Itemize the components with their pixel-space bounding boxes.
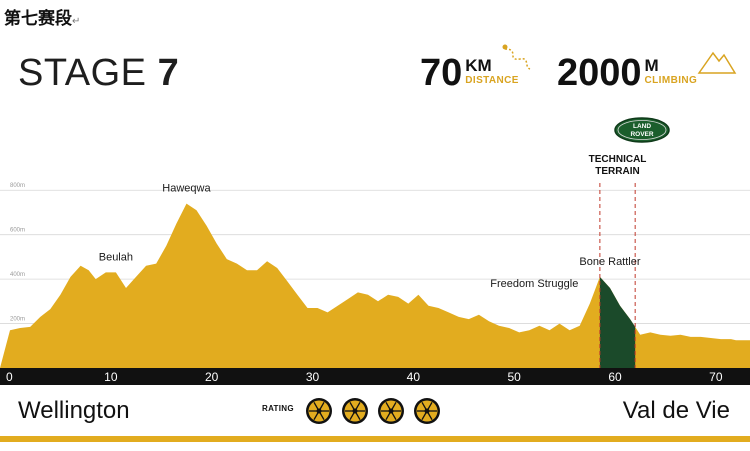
elevation-area (0, 203, 750, 368)
rating-wheel-icon (306, 398, 332, 424)
start-town: Wellington (18, 397, 130, 424)
climbing-unit: M (644, 56, 659, 75)
sponsor-badge: LAND ROVER (613, 116, 671, 149)
x-tick-label-70: 70 (709, 370, 723, 384)
sponsor-line2: ROVER (630, 131, 653, 138)
wheel-hub (424, 408, 430, 414)
x-tick-label-30: 30 (306, 370, 320, 384)
peak-label: Beulah (99, 251, 133, 263)
distance-label: DISTANCE (465, 75, 519, 86)
y-tick-label-400: 400m (10, 272, 25, 278)
climbing-value: 2000 (557, 52, 642, 94)
mountain-icon (697, 51, 737, 74)
technical-terrain-area (599, 276, 636, 368)
route-icon (502, 44, 531, 70)
wheel-hub (316, 408, 322, 414)
stage-title: STAGE 7 (18, 52, 179, 95)
wheel-hub (388, 408, 394, 414)
stage-number: 7 (157, 52, 180, 94)
return-mark-icon: ↵ (72, 16, 81, 27)
x-tick-label-50: 50 (507, 370, 521, 384)
climbing-stat: 2000 M CLIMBING (557, 51, 737, 94)
stage-word: STAGE (18, 52, 147, 94)
distance-axis-ticks: 0 10 20 30 40 50 60 70 (6, 370, 723, 384)
technical-terrain-label-line2: TERRAIN (595, 166, 639, 177)
sponsor-line1: LAND (633, 123, 651, 130)
peak-label: Haweqwa (162, 183, 211, 195)
x-tick-label-10: 10 (104, 370, 118, 384)
finish-town: Val de Vie (622, 397, 730, 424)
difficulty-rating (306, 398, 440, 424)
rating-wheel-icon (414, 398, 440, 424)
document-heading: 第七赛段↵ (4, 9, 81, 29)
y-tick-label-600: 600m (10, 228, 25, 234)
x-tick-label-0: 0 (6, 370, 13, 384)
bottom-strip (0, 436, 750, 442)
rating-wheel-icon (378, 398, 404, 424)
wheel-hub (352, 408, 358, 414)
y-tick-label-800: 800m (10, 183, 25, 189)
distance-unit: KM (465, 56, 492, 75)
distance-value: 70 (420, 52, 463, 94)
technical-terrain-label-line1: TECHNICAL (589, 154, 647, 165)
sponsor-logo-icon: LAND ROVER (614, 117, 670, 143)
y-tick-label-200: 200m (10, 317, 25, 323)
peak-label: Bone Rattler (579, 256, 640, 268)
x-tick-label-60: 60 (608, 370, 622, 384)
distance-stat: 70 KM DISTANCE (420, 44, 531, 94)
climbing-label: CLIMBING (644, 75, 698, 86)
x-tick-label-40: 40 (407, 370, 421, 384)
peak-label: Freedom Struggle (490, 278, 578, 290)
distance-axis-bar (0, 368, 750, 385)
x-tick-label-20: 20 (205, 370, 219, 384)
rating-label: RATING (262, 404, 294, 413)
rating-wheel-icon (342, 398, 368, 424)
